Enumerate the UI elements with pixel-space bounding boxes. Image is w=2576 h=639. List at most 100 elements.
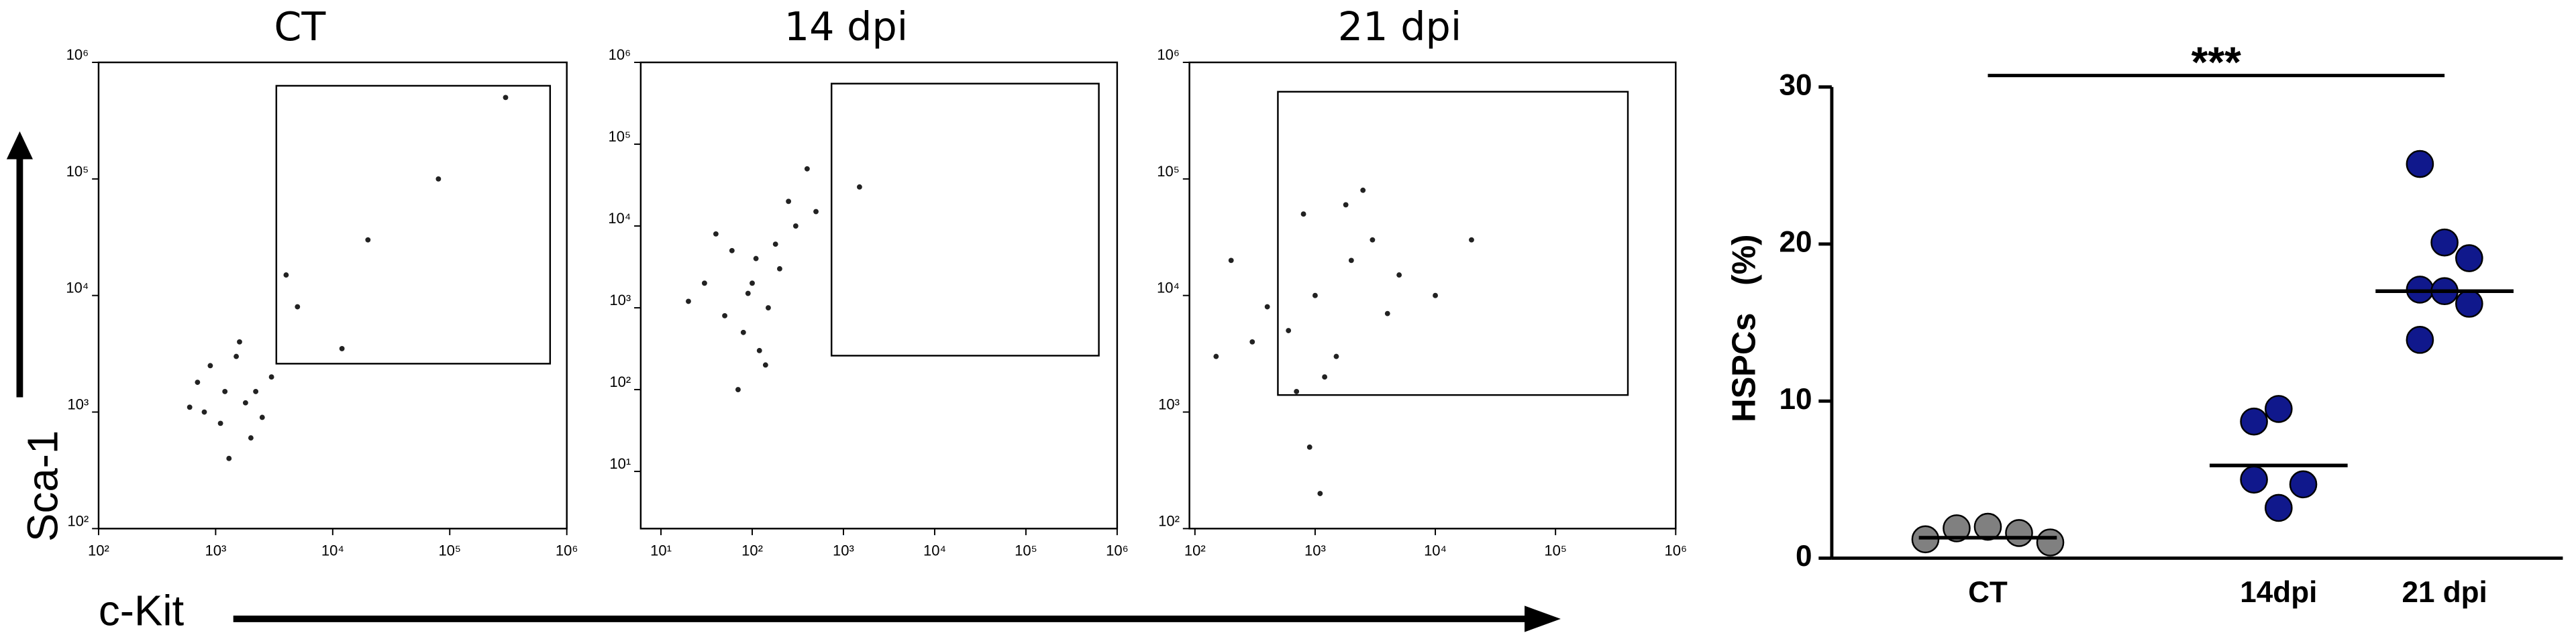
event-dot bbox=[792, 223, 798, 229]
event-dot bbox=[1300, 211, 1306, 217]
event-dot bbox=[722, 312, 727, 318]
event-dot bbox=[686, 298, 691, 304]
x-tick-label: 14dpi bbox=[2240, 576, 2317, 609]
x-tick-label: 10⁶ bbox=[1106, 542, 1129, 559]
x-axis-label: c-Kit bbox=[99, 587, 185, 634]
event-dot bbox=[756, 347, 762, 353]
data-point bbox=[2406, 326, 2434, 354]
x-tick-label: 10⁶ bbox=[556, 542, 578, 559]
event-dot bbox=[1317, 491, 1323, 496]
y-tick-label: 10⁴ bbox=[66, 280, 89, 296]
event-dot bbox=[1348, 257, 1354, 264]
data-point bbox=[1943, 514, 1971, 542]
event-dot bbox=[1433, 292, 1438, 298]
data-point bbox=[2430, 228, 2459, 257]
y-tick-label: 10² bbox=[67, 512, 89, 529]
event-dot bbox=[201, 409, 207, 415]
y-tick-label: 10³ bbox=[609, 292, 631, 308]
data-point bbox=[2036, 528, 2065, 557]
x-tick-label: 10³ bbox=[205, 542, 226, 559]
event-dot bbox=[766, 305, 771, 310]
y-tick-label: 10² bbox=[609, 373, 631, 390]
event-dot bbox=[1322, 374, 1328, 380]
event-dot bbox=[226, 455, 232, 461]
data-point bbox=[2240, 465, 2268, 494]
event-dot bbox=[237, 339, 242, 345]
data-point bbox=[2406, 150, 2434, 178]
y-tick-label: 10³ bbox=[1158, 396, 1180, 413]
data-point bbox=[2240, 407, 2268, 436]
x-tick-label: 10³ bbox=[833, 542, 854, 559]
event-dot bbox=[253, 388, 259, 394]
event-dot bbox=[745, 290, 751, 296]
x-tick-label: 21 dpi bbox=[2402, 576, 2487, 609]
event-dot bbox=[1312, 292, 1318, 298]
significance-label: *** bbox=[2192, 39, 2242, 86]
event-dot bbox=[207, 363, 213, 369]
data-point bbox=[2265, 395, 2293, 423]
y-tick-label: 10¹ bbox=[609, 455, 631, 472]
x-tick-label: 10⁵ bbox=[438, 542, 461, 559]
x-tick-label: 10⁶ bbox=[1665, 542, 1688, 559]
x-tick-label: 10² bbox=[88, 542, 109, 559]
x-tick-label: 10⁴ bbox=[923, 542, 946, 559]
event-dot bbox=[813, 209, 819, 215]
event-dot bbox=[1264, 304, 1270, 310]
gate bbox=[275, 84, 552, 365]
event-dot bbox=[283, 272, 289, 278]
event-dot bbox=[856, 184, 862, 190]
event-dot bbox=[268, 374, 274, 380]
y-tick-label: 10² bbox=[1158, 512, 1180, 529]
x-tick-label: 10² bbox=[741, 542, 763, 559]
event-dot bbox=[804, 166, 810, 172]
event-dot bbox=[753, 255, 759, 262]
event-dot bbox=[735, 387, 741, 392]
y-tick-label: 10⁵ bbox=[66, 163, 89, 180]
plot-frame bbox=[639, 61, 1119, 530]
event-dot bbox=[1228, 257, 1234, 264]
event-dot bbox=[1333, 353, 1339, 359]
y-tick-label: 10 bbox=[1780, 383, 1812, 416]
y-tick-label: 30 bbox=[1780, 68, 1812, 101]
event-dot bbox=[1370, 237, 1376, 243]
event-dot bbox=[701, 280, 707, 286]
event-dot bbox=[786, 198, 792, 205]
event-dot bbox=[248, 435, 254, 441]
y-tick-label: 10⁵ bbox=[1157, 163, 1180, 180]
x-tick-label: 10¹ bbox=[650, 542, 672, 559]
plot-frame bbox=[1188, 61, 1677, 530]
event-dot bbox=[1286, 328, 1292, 333]
y-tick-label: 0 bbox=[1796, 540, 1812, 573]
event-dot bbox=[1384, 310, 1390, 316]
y-tick-label: 10⁶ bbox=[1157, 46, 1180, 63]
event-dot bbox=[503, 95, 509, 101]
x-tick-label: CT bbox=[1968, 576, 2008, 609]
x-tick-label: 10⁴ bbox=[321, 542, 344, 559]
event-dot bbox=[1306, 444, 1312, 450]
event-dot bbox=[187, 404, 193, 410]
panel-title: 14 dpi bbox=[784, 3, 908, 50]
event-dot bbox=[1396, 272, 1402, 278]
event-dot bbox=[259, 414, 265, 420]
data-point bbox=[2455, 290, 2483, 318]
event-dot bbox=[1249, 339, 1255, 345]
event-dot bbox=[1360, 187, 1366, 193]
event-dot bbox=[777, 266, 782, 272]
event-dot bbox=[242, 400, 248, 406]
y-axis-label: Sca-1 bbox=[19, 430, 66, 542]
y-tick-label: 20 bbox=[1780, 226, 1812, 259]
y-tick-label: 10⁴ bbox=[1157, 280, 1180, 296]
event-dot bbox=[713, 231, 719, 237]
data-point bbox=[2265, 493, 2293, 522]
panel-title: 21 dpi bbox=[1338, 3, 1461, 50]
event-dot bbox=[1343, 202, 1349, 208]
plot-frame bbox=[97, 61, 568, 530]
y-arrowhead bbox=[6, 131, 34, 160]
x-tick-label: 10² bbox=[1184, 542, 1206, 559]
event-dot bbox=[339, 346, 345, 351]
event-dot bbox=[729, 247, 735, 253]
event-dot bbox=[762, 362, 768, 368]
event-dot bbox=[1294, 388, 1300, 394]
x-tick-label: 10⁴ bbox=[1424, 542, 1447, 559]
event-dot bbox=[234, 353, 240, 359]
